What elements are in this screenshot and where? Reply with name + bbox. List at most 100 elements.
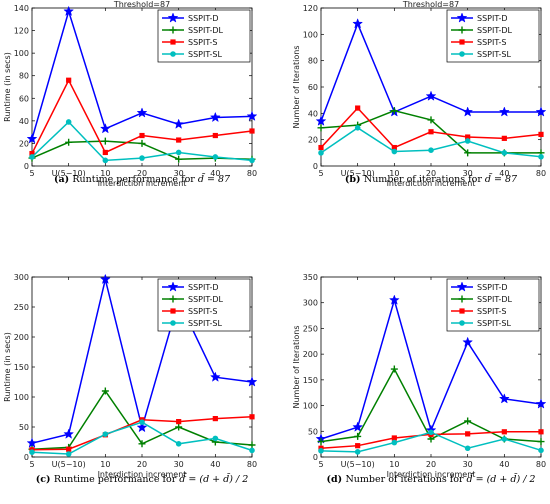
chart-panel-a: Threshold=87 0 20 40 60 80 100 120 140 5 U(5−10) 10… — [3, 0, 258, 188]
data-point — [175, 155, 183, 163]
data-point — [318, 150, 324, 156]
y-tick-label: 80 — [308, 57, 318, 66]
caption: (a) Runtime performance for d̃ = 87 — [54, 172, 231, 185]
data-point — [65, 451, 72, 457]
x-tick-label: 40 — [499, 169, 509, 178]
data-point — [26, 437, 38, 448]
data-point — [248, 441, 256, 449]
data-point — [139, 155, 145, 161]
data-point — [318, 448, 324, 454]
caption-math: d̃ = 87 — [198, 172, 231, 185]
data-point — [462, 336, 474, 347]
caption-line: (d) Number of iterations for d̃ = (d + d… — [327, 472, 536, 485]
data-point — [355, 443, 361, 449]
data-point — [175, 441, 182, 447]
x-tick-label: 40 — [210, 460, 220, 469]
y-axis-label: Runtime (in secs) — [3, 332, 12, 402]
data-point — [173, 118, 185, 129]
data-point — [428, 147, 434, 153]
x-tick-label: 30 — [463, 460, 473, 469]
y-tick-label: 50 — [308, 427, 318, 436]
data-point — [99, 273, 111, 285]
series-line — [320, 106, 542, 149]
y-tick-label: 80 — [19, 72, 29, 81]
legend-swatch-marker — [456, 12, 468, 23]
data-point — [464, 138, 471, 144]
y-tick-label: 250 — [303, 324, 318, 333]
legend-swatch-marker — [170, 308, 176, 314]
data-point — [65, 119, 72, 125]
data-point — [352, 421, 364, 432]
data-point — [249, 128, 255, 134]
y-tick-label: 150 — [14, 363, 29, 372]
data-point — [501, 150, 508, 156]
data-point — [63, 5, 75, 17]
data-point — [428, 129, 434, 135]
data-point — [209, 371, 221, 382]
legend-label: SSPIT-SL — [188, 50, 222, 59]
data-point — [391, 439, 398, 446]
data-point — [498, 393, 510, 404]
legend-label: SSPIT-SL — [477, 319, 511, 328]
y-axis-label: Number of Iterations — [292, 45, 301, 128]
data-point — [425, 90, 437, 101]
x-tick-label: 5 — [318, 460, 323, 469]
x-axis-label: Interdiction increment — [98, 179, 187, 188]
x-tick-label: 80 — [247, 460, 257, 469]
y-axis-label: Number of Iterations — [292, 325, 301, 408]
x-tick-label: 30 — [463, 169, 473, 178]
data-point — [317, 438, 325, 446]
data-point — [102, 149, 108, 156]
legend: SSPIT-D SSPIT-DL SSPIT-S SSPIT-SL — [446, 9, 540, 63]
x-tick-label: 10 — [389, 169, 399, 178]
legend: SSPIT-D SSPIT-DL SSPIT-S SSPIT-SL — [446, 278, 540, 332]
data-point — [66, 77, 72, 83]
caption-label: (b) — [345, 174, 364, 185]
x-axis-label: Interdiction increment — [387, 470, 476, 479]
data-point — [102, 157, 109, 164]
caption: (d) Number of iterations for d̃ = (d + d… — [327, 472, 536, 485]
data-point — [212, 154, 219, 160]
y-tick-label: 150 — [303, 376, 318, 385]
chart-title: Threshold=87 — [402, 0, 459, 9]
data-point — [249, 414, 255, 420]
data-point — [212, 132, 218, 139]
data-point — [317, 124, 325, 132]
x-tick-label: U(5−10) — [341, 169, 375, 178]
y-tick-label: 20 — [19, 139, 29, 148]
caption-math: d̃ = (d + d̄) / 2 — [467, 472, 536, 485]
data-point — [138, 139, 146, 147]
x-tick-label: 5 — [29, 169, 34, 178]
y-tick-label: 200 — [303, 350, 318, 359]
y-tick-label: 40 — [308, 109, 318, 118]
data-point — [101, 137, 109, 145]
data-point — [318, 144, 324, 151]
data-point — [136, 421, 148, 433]
data-point — [498, 106, 510, 117]
legend-swatch-marker — [169, 295, 177, 303]
x-tick-label: 30 — [174, 460, 184, 469]
data-point — [391, 144, 397, 151]
x-tick-label: 5 — [318, 169, 323, 178]
legend-swatch-marker — [459, 39, 465, 45]
y-tick-label: 20 — [308, 136, 318, 145]
chart-panel-d: 0 50 100 150 200 250 300 350 5 U(5−10) 10 20 30 40 80 I… — [292, 273, 547, 485]
caption-line: (a) Runtime performance for d̃ = 87 — [54, 172, 231, 185]
x-tick-label: 80 — [536, 460, 546, 469]
data-point — [427, 116, 435, 124]
legend: SSPIT-D SSPIT-DL SSPIT-S SSPIT-SL — [157, 278, 251, 332]
data-point — [501, 436, 508, 442]
series-sspit-d — [26, 5, 258, 144]
legend-label: SSPIT-D — [188, 283, 219, 292]
data-point — [175, 423, 183, 431]
x-axis-label: Interdiction increment — [387, 179, 476, 188]
data-point — [535, 398, 547, 409]
x-tick-label: U(5−10) — [341, 460, 375, 469]
x-tick-label: 10 — [100, 169, 110, 178]
data-point — [464, 417, 472, 425]
data-point — [354, 432, 362, 440]
series-sspit-d — [315, 18, 547, 126]
legend-swatch-marker — [459, 51, 465, 57]
data-point — [29, 449, 35, 456]
chart-panel-b: Threshold=87 0 20 40 60 80 100 120 5 U(5−10) 10 20 3… — [292, 0, 547, 188]
